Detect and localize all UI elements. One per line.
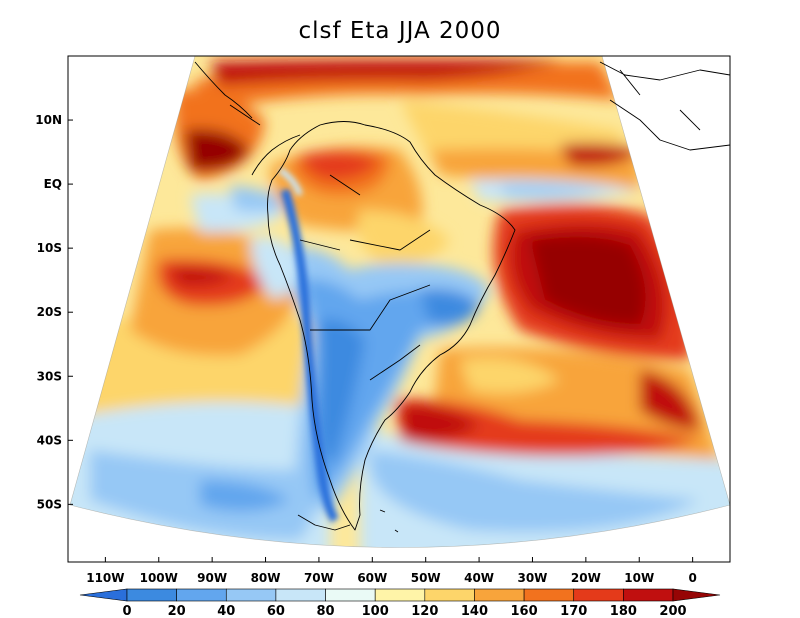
colorbar-label: 200: [659, 604, 686, 618]
y-tick-label: 20S: [37, 305, 62, 319]
colorbar-label: 40: [217, 604, 235, 618]
colorbar-swatch: [374, 588, 426, 602]
x-tick-label: 50W: [411, 571, 441, 585]
colorbar-swatch: [225, 588, 277, 602]
x-tick-label: 90W: [197, 571, 227, 585]
colorbar-label: 170: [560, 604, 587, 618]
colorbar-label: 80: [316, 604, 334, 618]
x-tick-label: 40W: [464, 571, 494, 585]
colorbar-swatch: [623, 588, 674, 602]
sector-boundary: [69, 55, 731, 548]
colorbar-label: 60: [267, 604, 285, 618]
x-tick-label: 10W: [624, 571, 654, 585]
colorbar: 0 20 40 60 80 100 120 140 160 170 180 200: [79, 588, 721, 618]
colorbar-label: 180: [610, 604, 637, 618]
chart-title: clsf Eta JJA 2000: [298, 18, 502, 44]
x-tick-label: 110W: [86, 571, 124, 585]
colorbar-swatch: [523, 588, 575, 602]
colorbar-swatch: [325, 588, 376, 602]
y-tick-label: 40S: [37, 433, 62, 447]
x-axis: 110W 100W 90W 80W 70W 60W 50W 40W 30W 20W 10W 0: [86, 557, 697, 585]
colorbar-low-triangle: [79, 588, 128, 602]
field-layer: [70, 56, 730, 548]
colorbar-swatch: [126, 588, 177, 602]
y-tick-label: 10S: [37, 241, 62, 255]
x-tick-label: 30W: [517, 571, 547, 585]
x-tick-label: 0: [688, 571, 696, 585]
colorbar-swatch: [275, 588, 326, 602]
colorbar-swatch: [424, 588, 475, 602]
colorbar-label: 140: [461, 604, 488, 618]
colorbar-swatch: [474, 588, 525, 602]
x-tick-label: 70W: [304, 571, 334, 585]
y-tick-label: 10N: [35, 113, 62, 127]
x-tick-label: 80W: [251, 571, 281, 585]
coastlines: [194, 61, 731, 533]
y-tick-label: EQ: [44, 177, 62, 191]
colorbar-swatch: [176, 588, 227, 602]
colorbar-label: 120: [411, 604, 438, 618]
x-tick-label: 20W: [571, 571, 601, 585]
x-tick-label: 60W: [357, 571, 387, 585]
colorbar-label: 160: [511, 604, 538, 618]
y-tick-label: 50S: [37, 497, 62, 511]
y-tick-label: 30S: [37, 369, 62, 383]
x-tick-label: 100W: [140, 571, 178, 585]
colorbar-high-triangle: [672, 588, 721, 602]
colorbar-label: 0: [122, 604, 131, 618]
y-axis: 10N EQ 10S 20S 30S 40S 50S: [35, 113, 73, 511]
colorbar-label: 20: [168, 604, 186, 618]
colorbar-swatch: [573, 588, 624, 602]
colorbar-label: 100: [362, 604, 389, 618]
plot-frame: [67, 55, 731, 563]
